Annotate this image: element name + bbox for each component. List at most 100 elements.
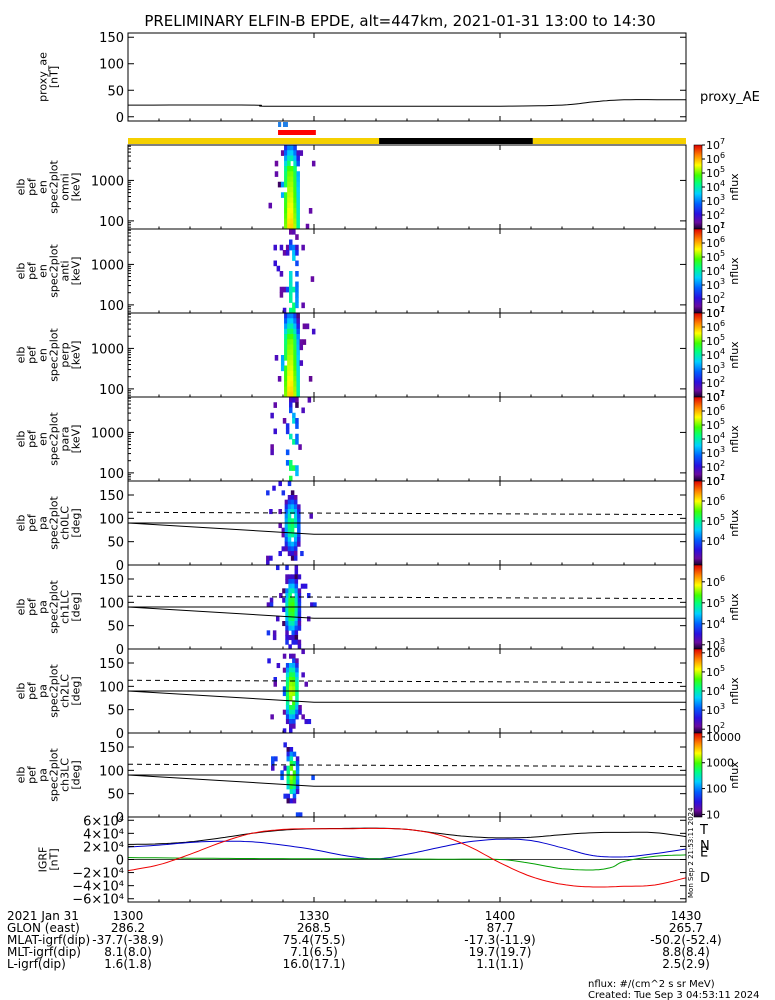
en_para-cell: [295, 402, 299, 408]
en_perp-cell: [293, 391, 297, 398]
en_perp-cell: [290, 334, 294, 340]
footer-value: 1430: [671, 909, 702, 923]
en_omni-ylabel-4: omni: [59, 173, 72, 200]
pa_ch0-colorbar: [693, 480, 703, 566]
pa_ch2-cell: [285, 691, 290, 697]
pa_ch2-cell: [295, 709, 299, 715]
pa_ch0-cell: [293, 532, 298, 538]
pa_ch2-cell: [285, 714, 290, 720]
en_perp-cell: [293, 355, 297, 361]
pa_ch3-cell: [286, 793, 291, 799]
pa_ch2-loss-cone-dashed: [127, 679, 687, 684]
en_perp-cell: [302, 339, 307, 345]
en_perp-cell: [293, 360, 297, 366]
en_omni-cell: [290, 176, 294, 183]
pa_ch2-cell: [289, 695, 293, 701]
en_perp-cell: [287, 370, 291, 377]
footer-row-3: MLT-igrf(dip) 8.1(8.0) 7.1(6.5) 19.7(19.7) 8…: [7, 945, 710, 959]
pa_ch1-ylabel-1: pef: [26, 597, 39, 616]
en_perp-cell: [287, 355, 291, 361]
pa_ch1-cell: [285, 597, 289, 603]
footer-value: 1300: [113, 909, 144, 923]
pa_ch1-cell: [297, 644, 302, 650]
en_para-cell: [285, 428, 290, 435]
en_omni-cell: [287, 150, 291, 156]
en_anti-cbar-label-4: 105: [706, 249, 725, 264]
en_perp-cell: [290, 360, 294, 366]
en_anti-cell: [301, 244, 305, 251]
pa_ch1-cell: [288, 579, 292, 585]
pa_ch1-cell: [288, 611, 292, 617]
footer-value: 286.2: [111, 921, 145, 935]
pa_ch3-cell: [271, 756, 275, 762]
en_para-cell: [307, 397, 312, 403]
en_perp-cell: [293, 328, 297, 335]
en_omni-cell: [284, 213, 288, 219]
pa_ch0-cell: [284, 537, 289, 543]
pa_ch2-cell: [295, 691, 299, 697]
en_omni-cell: [287, 171, 291, 177]
pa_ch1-cell: [294, 625, 299, 631]
en_perp-cell: [284, 370, 288, 377]
science-zone-markers: [278, 122, 316, 135]
pa_ch1-cell: [285, 616, 289, 622]
en_anti-cell: [279, 271, 284, 277]
en_omni-cell: [290, 208, 294, 214]
pa_ch1-cell: [291, 574, 295, 580]
en_para-ylabel-3: spec2plot: [48, 412, 61, 466]
pa_ch3-cell: [286, 756, 291, 762]
en_anti-cbar-label-2: 103: [706, 277, 725, 292]
en_perp-cell: [277, 376, 282, 382]
pa_ch1-colorbar: [693, 564, 703, 650]
pa_ch1-cell: [306, 616, 311, 622]
igrf-ylabel-tick-2: −2×10⁴: [72, 867, 124, 882]
en_omni-cbar-label-3: 104: [706, 179, 725, 194]
en_omni-frame: [127, 144, 687, 230]
en_para-cell: [295, 465, 299, 471]
en_perp-cbar-label-3: 104: [706, 347, 725, 362]
pa_ch0-cell: [266, 490, 270, 496]
en_omni-cell: [290, 166, 294, 172]
footer-value: 1.1(1.1): [476, 957, 524, 971]
en_anti-cell: [289, 239, 293, 246]
en_para-cell: [270, 449, 274, 456]
panels: proxy_ae[nT]050100150proxy_AEelbpefenspe…: [15, 31, 760, 907]
en_perp-ylabel-tick-1: 1000: [91, 342, 124, 357]
pa_ch0-cell: [269, 555, 273, 561]
pa_ch0-cell: [297, 541, 301, 547]
pa_ch1-cell: [297, 621, 302, 627]
footer-row-label: L-igrf(dip): [7, 957, 66, 971]
pa_ch2-cell: [289, 663, 293, 669]
en_perp-cell: [284, 386, 288, 393]
pa_ch1-cell: [300, 583, 305, 589]
en_omni-cell: [296, 150, 300, 156]
pa_ch0-ylabel-tick-1: 50: [107, 536, 124, 551]
footer-value: 19.7(19.7): [469, 945, 532, 959]
pa_ch1-cell: [294, 569, 299, 575]
pa_ch0-cell: [287, 509, 292, 515]
en_perp-cell: [296, 344, 300, 351]
pa_ch3-cell: [286, 765, 291, 771]
igrf-ylabel-1: [nT]: [48, 848, 61, 870]
pa_ch2-loss-cone-solid: [127, 690, 686, 703]
pa_ch1-cell: [285, 635, 289, 641]
pa_ch3-cell: [286, 751, 291, 757]
pa_ch2-ylabel-3: spec2plot: [48, 664, 61, 718]
panel-pa_ch2: elbpefpaspec2plotch2LC[deg]1021031041051…: [15, 645, 742, 742]
pa_ch1-cell: [282, 597, 286, 603]
pa_ch0-cell: [290, 504, 295, 510]
pa_ch2-cell: [285, 677, 290, 683]
pa_ch2-cbar-label-3: 105: [706, 664, 725, 679]
pa_ch2-cell: [276, 663, 281, 669]
en_perp-cell: [296, 318, 300, 324]
pa_ch2-cell: [267, 658, 271, 664]
pa_ch2-cell: [289, 723, 293, 729]
pa_ch3-cell: [289, 798, 294, 804]
en_omni-cell: [296, 181, 300, 188]
en_anti-cell: [295, 250, 299, 256]
pa_ch3-cell: [292, 761, 297, 767]
en_omni-cbar-label-4: 105: [706, 165, 725, 180]
pa_ch0-cell: [266, 555, 270, 561]
marker-segment-1: [283, 122, 288, 127]
pa_ch0-cell: [284, 518, 289, 524]
